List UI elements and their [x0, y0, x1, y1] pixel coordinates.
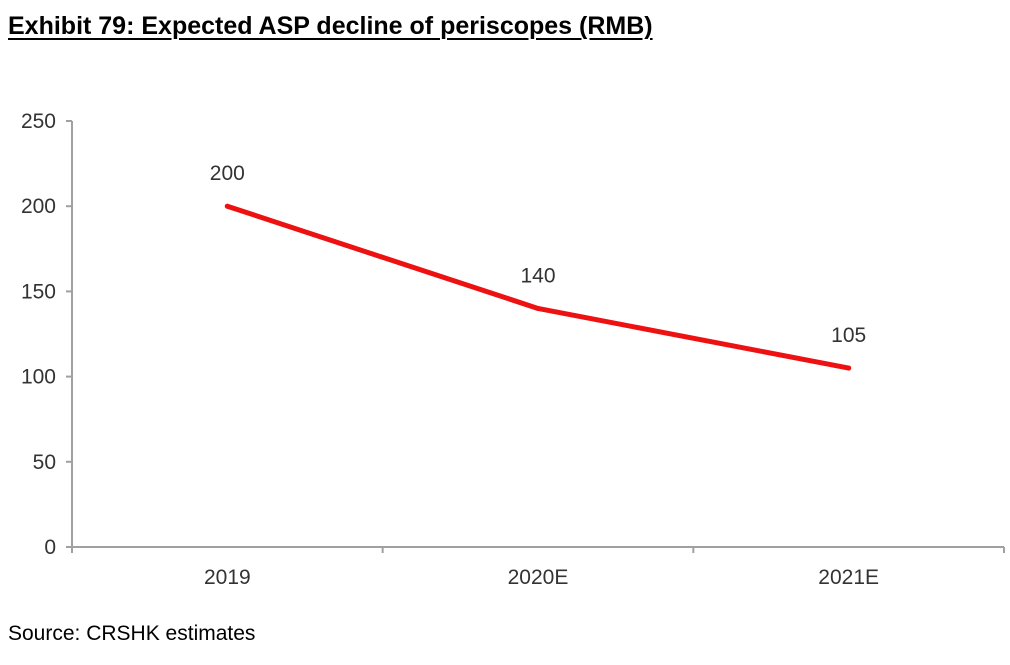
series-group: [224, 203, 852, 371]
source-note: Source: CRSHK estimates: [8, 622, 256, 645]
data-label: 105: [831, 324, 866, 347]
x-tick-label: 2021E: [818, 566, 879, 589]
chart-title: Exhibit 79: Expected ASP decline of peri…: [8, 12, 653, 40]
line-chart: 0 50 100 150 200 250 2019 2020E 2021E 200 140 105: [21, 110, 1005, 589]
y-tick-label: 200: [21, 195, 56, 218]
x-axis: 2019 2020E 2021E: [71, 546, 1005, 589]
data-label: 140: [520, 264, 555, 287]
y-tick-label: 250: [21, 110, 56, 133]
y-tick-label: 50: [33, 451, 56, 474]
y-axis: 0 50 100 150 200 250: [21, 110, 73, 559]
data-point: [846, 365, 852, 371]
x-tick-label: 2020E: [508, 566, 569, 589]
y-tick-label: 100: [21, 366, 56, 389]
y-tick-label: 150: [21, 280, 56, 303]
data-point: [224, 203, 230, 209]
x-tick-label: 2019: [204, 566, 251, 589]
data-labels: 200 140 105: [210, 162, 866, 347]
data-label: 200: [210, 162, 245, 185]
y-tick-label: 0: [44, 536, 56, 559]
data-point: [535, 305, 541, 311]
